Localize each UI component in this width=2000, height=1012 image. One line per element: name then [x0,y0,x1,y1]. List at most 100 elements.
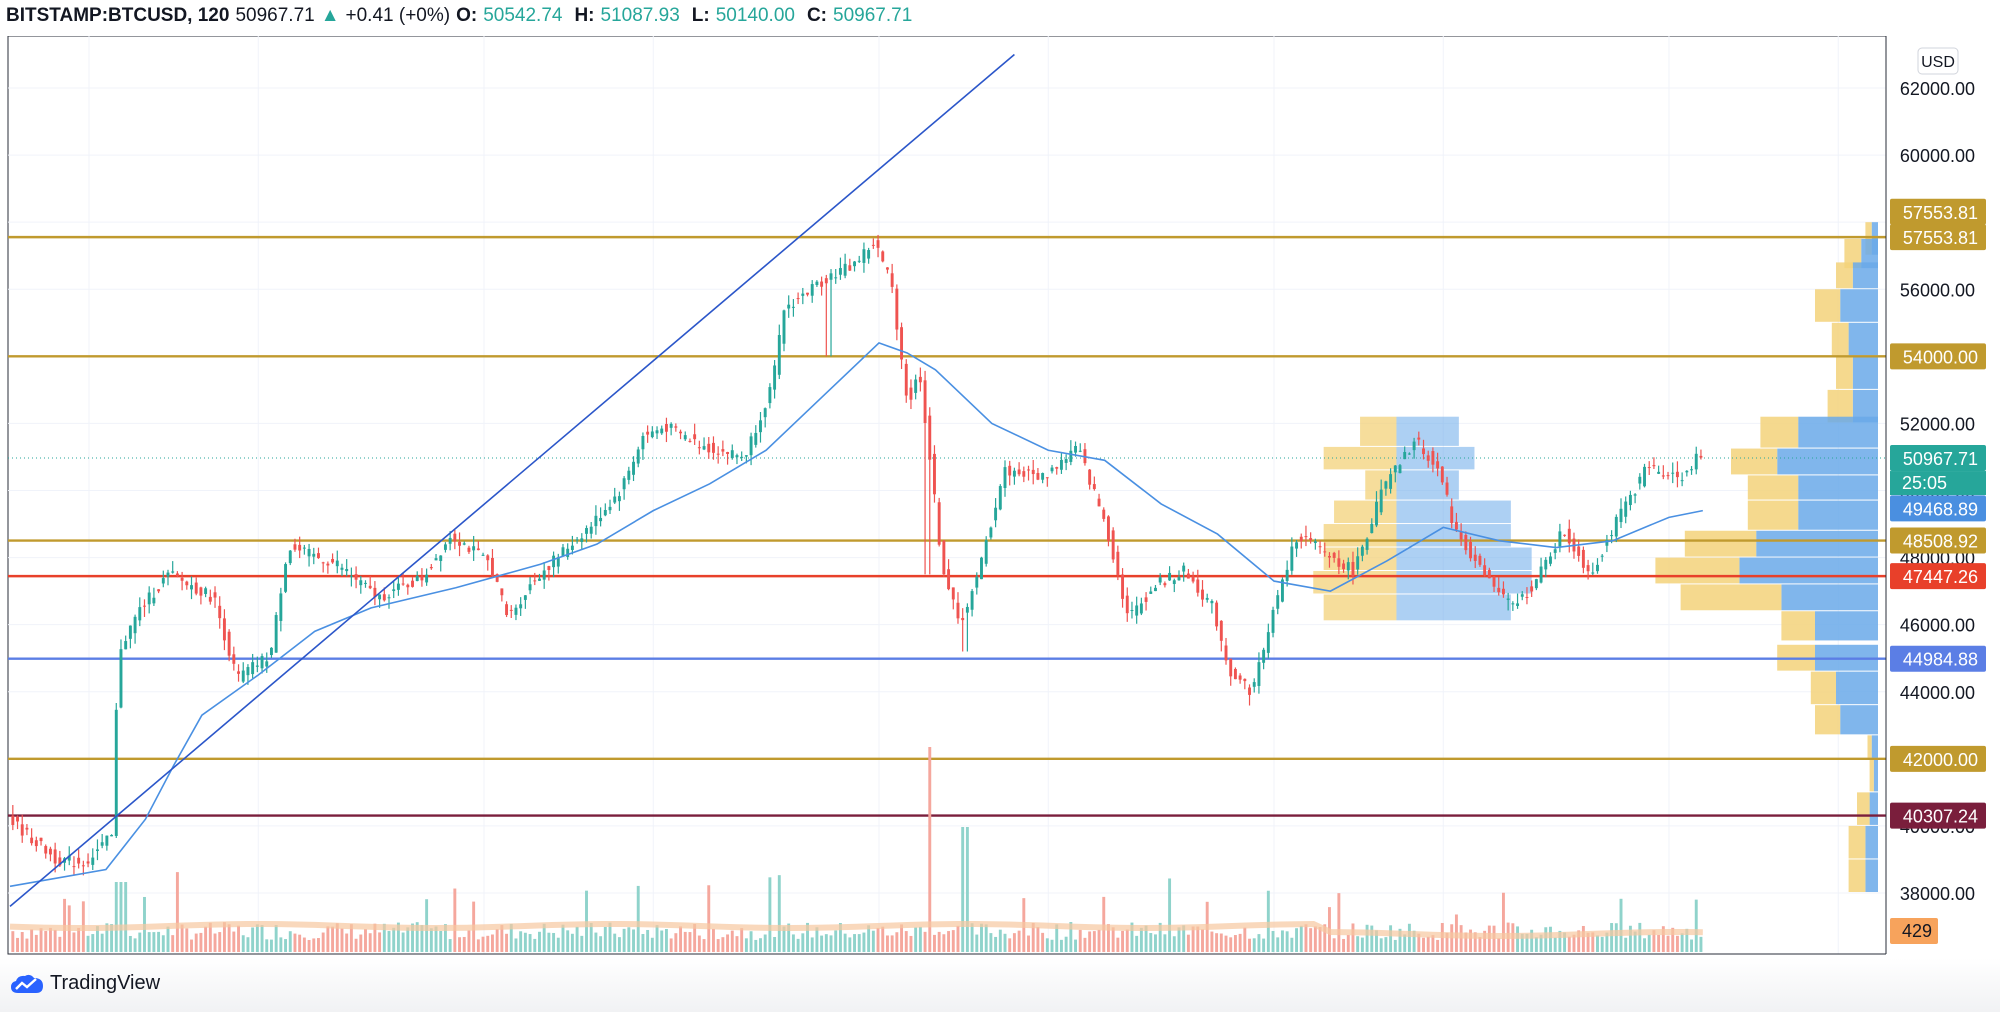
volume-profile-bar-blue [1739,557,1878,584]
candle-body [1064,459,1068,463]
price-badge: 57553.81 [1903,203,1978,223]
volume-bar [152,932,156,952]
candle-body [683,435,687,440]
volume-bar [730,930,734,952]
candle-body [1619,508,1623,523]
candle-body [293,544,297,550]
volume-bar [890,935,894,952]
volume-bar [448,939,452,952]
volume-bar [349,924,353,952]
candle-body [688,440,692,442]
volume-profile-bar-blue [1865,859,1878,892]
volume-bar [34,934,38,952]
candle-body [1285,569,1289,581]
candle-body [340,567,344,570]
volume-bar [1389,925,1393,952]
candle-body [1643,466,1646,487]
candle-body [989,527,993,538]
volume-bar [1069,922,1073,952]
candle-body [1309,538,1313,540]
volume-bar [194,933,198,952]
volume-profile-bar-yellow [1680,584,1782,611]
candle-body [96,849,99,852]
volume-bar [1224,935,1228,952]
candle-body [382,594,386,601]
volume-bar [1544,927,1548,952]
volume-bar [848,937,852,952]
volume-profile-bar-yellow [1781,611,1815,641]
volume-bar [984,924,988,952]
volume-bar [956,925,960,952]
session-profile-bar-yellow [1323,594,1397,621]
volume-bar [326,926,330,952]
candle-body [124,641,128,650]
volume-bar [589,922,593,952]
candle-body [1403,452,1407,460]
candle-body [411,580,414,587]
volume-bar [227,924,231,952]
candle-body [1614,516,1618,537]
volume-bar [505,933,509,952]
tradingview-logo[interactable]: TradingView [10,972,160,995]
volume-bar [284,939,288,952]
candle-body [81,865,85,867]
candle-body [406,584,410,588]
session-profile-bar-blue [1396,547,1532,570]
volume-profile-bar-yellow [1848,859,1866,892]
volume-bar [1370,925,1374,952]
candle-body [617,496,621,502]
volume-bar [1534,937,1538,952]
candle-body [1276,595,1280,609]
level-price-badge-bg [1890,563,1986,590]
candle-body [368,585,372,589]
volume-bar [712,928,715,952]
chart-canvas[interactable]: 38000.0040000.0042000.0044000.0046000.00… [0,36,2000,966]
volume-bar [862,932,866,952]
candle-body [570,545,574,550]
currency-badge [1917,47,1959,75]
candle-body [867,250,871,259]
volume-bar [58,936,62,952]
candle-body [561,547,565,557]
candle-body [1149,591,1153,594]
volume-bar [650,937,654,952]
volume-bar [509,923,513,952]
volume-bar [241,935,245,952]
volume-bar [490,934,494,952]
volume-bar [1600,936,1604,952]
volume-bar [1483,930,1487,952]
volume-bar [180,924,184,952]
candle-body [429,567,433,569]
volume-profile-bar-yellow [1815,289,1841,322]
volume-bar [1356,936,1360,952]
candle-body [1398,465,1402,474]
symbol-name[interactable]: BITSTAMP:BTCUSD, 120 [6,5,230,26]
volume-bar [1050,939,1054,952]
candle-body [505,604,509,616]
candle-body [782,310,786,344]
volume-bar [199,932,203,952]
volume-profile-bar-yellow [1747,475,1799,500]
candle-body [359,580,363,586]
candle-body [1558,531,1562,547]
volume-bar [1346,934,1350,952]
candle-body [909,387,913,400]
candle-body [434,558,438,561]
volume-bar [683,931,687,952]
volume-bar [39,928,43,952]
candle-body [1342,563,1346,570]
candle-body [1351,561,1355,576]
volume-bar [481,936,485,952]
volume-profile-bar-yellow [1815,705,1841,735]
volume-bar [1262,938,1266,952]
volume-bar [829,935,833,952]
candle-body [1069,450,1073,462]
volume-bar [810,937,814,952]
candle-body [1252,682,1256,687]
candle-body [387,597,391,599]
volume-bar [1633,931,1637,952]
candle-body [237,671,240,674]
candle-body [500,588,504,596]
candle-body [1036,472,1040,480]
volume-bar [208,922,212,952]
